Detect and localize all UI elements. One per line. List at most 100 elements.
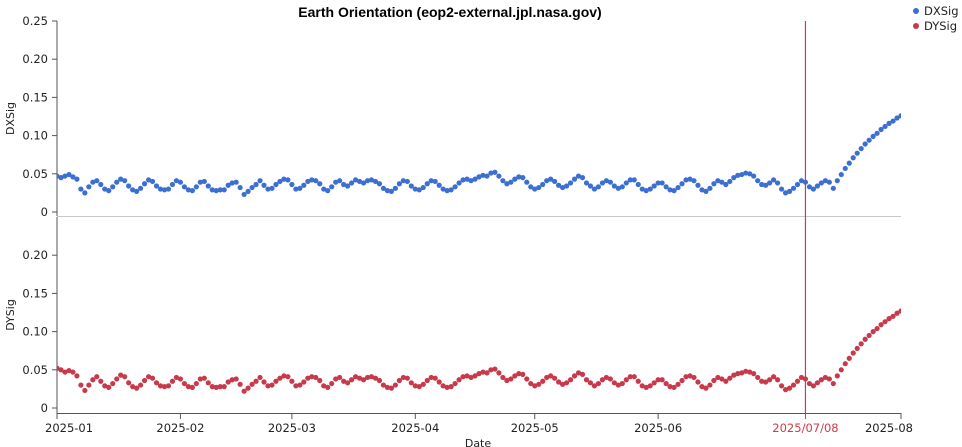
y-tick-label: 0.10 bbox=[22, 325, 48, 339]
data-point bbox=[516, 174, 522, 180]
data-point bbox=[556, 379, 562, 385]
data-point bbox=[424, 377, 430, 384]
data-point bbox=[372, 178, 379, 185]
y-tick-label: 0.10 bbox=[22, 129, 48, 143]
data-point bbox=[902, 306, 907, 311]
data-point bbox=[193, 380, 199, 387]
y-tick-label: 0.20 bbox=[22, 248, 48, 262]
data-point bbox=[165, 383, 172, 389]
data-point bbox=[106, 188, 112, 194]
data-point bbox=[922, 295, 927, 300]
data-point bbox=[826, 179, 832, 185]
data-point bbox=[376, 181, 383, 187]
data-point bbox=[560, 184, 566, 191]
data-point bbox=[838, 367, 844, 373]
data-point bbox=[639, 186, 645, 192]
data-point bbox=[74, 176, 80, 182]
y-tick-label: 0.20 bbox=[22, 52, 48, 66]
series-dxsig bbox=[57, 91, 951, 198]
data-point bbox=[269, 382, 275, 388]
data-point bbox=[249, 381, 255, 387]
data-point bbox=[751, 173, 757, 179]
data-point bbox=[778, 383, 785, 389]
data-point bbox=[647, 186, 653, 192]
data-point bbox=[583, 377, 590, 383]
data-point bbox=[257, 178, 263, 184]
data-point bbox=[388, 385, 395, 391]
data-point bbox=[134, 385, 140, 391]
data-point bbox=[484, 173, 490, 179]
data-point bbox=[782, 387, 789, 393]
data-point bbox=[245, 188, 251, 194]
data-point bbox=[715, 374, 721, 381]
data-point bbox=[747, 369, 753, 375]
data-point bbox=[910, 106, 915, 111]
data-point bbox=[341, 181, 347, 188]
data-point bbox=[309, 177, 315, 183]
data-point bbox=[806, 380, 813, 387]
data-point bbox=[655, 377, 661, 383]
data-point bbox=[337, 374, 343, 381]
legend-label-dxsig: DXSig bbox=[924, 4, 959, 18]
data-point bbox=[679, 181, 685, 187]
data-point bbox=[209, 384, 215, 390]
data-point bbox=[233, 376, 239, 382]
data-point bbox=[771, 374, 777, 380]
data-point bbox=[910, 302, 915, 307]
data-point bbox=[126, 380, 132, 386]
data-point bbox=[675, 184, 681, 191]
data-point bbox=[496, 173, 502, 179]
data-point bbox=[810, 383, 817, 389]
data-point bbox=[603, 178, 610, 184]
data-point bbox=[364, 178, 371, 184]
data-point bbox=[731, 372, 737, 378]
data-point bbox=[217, 187, 223, 193]
data-point bbox=[679, 377, 685, 384]
data-point bbox=[412, 186, 418, 192]
data-point bbox=[818, 377, 824, 383]
data-point bbox=[392, 382, 398, 388]
data-point bbox=[313, 178, 319, 184]
data-point bbox=[78, 382, 84, 388]
data-point bbox=[707, 185, 713, 191]
data-point bbox=[126, 183, 132, 189]
data-point bbox=[711, 377, 717, 384]
data-point bbox=[615, 382, 621, 388]
data-point bbox=[607, 179, 613, 185]
data-point bbox=[122, 374, 128, 380]
data-point bbox=[850, 350, 856, 356]
data-point bbox=[169, 378, 176, 384]
data-point bbox=[392, 185, 398, 191]
data-point bbox=[548, 176, 554, 182]
data-point bbox=[874, 130, 880, 136]
data-point bbox=[102, 383, 108, 389]
data-point bbox=[611, 380, 617, 386]
data-point bbox=[305, 178, 311, 185]
data-point bbox=[655, 180, 661, 186]
data-point bbox=[337, 178, 343, 184]
data-point bbox=[520, 175, 526, 181]
data-point bbox=[356, 375, 363, 381]
data-point bbox=[345, 183, 351, 189]
data-point bbox=[106, 384, 112, 390]
data-point bbox=[946, 91, 951, 96]
data-point bbox=[926, 294, 931, 299]
data-point bbox=[942, 288, 947, 293]
data-point bbox=[591, 383, 598, 389]
data-point bbox=[201, 178, 207, 185]
data-point bbox=[86, 382, 92, 388]
data-point bbox=[810, 186, 817, 192]
data-point bbox=[380, 185, 387, 191]
data-point bbox=[946, 286, 951, 291]
data-point bbox=[213, 188, 219, 194]
data-point bbox=[130, 187, 136, 193]
data-point bbox=[118, 372, 124, 378]
data-point bbox=[305, 375, 311, 381]
data-point bbox=[627, 177, 633, 183]
data-point bbox=[436, 379, 442, 385]
data-point bbox=[659, 377, 665, 383]
data-point bbox=[404, 178, 410, 185]
data-point bbox=[599, 180, 606, 186]
x-axis-label: Date bbox=[465, 437, 492, 447]
